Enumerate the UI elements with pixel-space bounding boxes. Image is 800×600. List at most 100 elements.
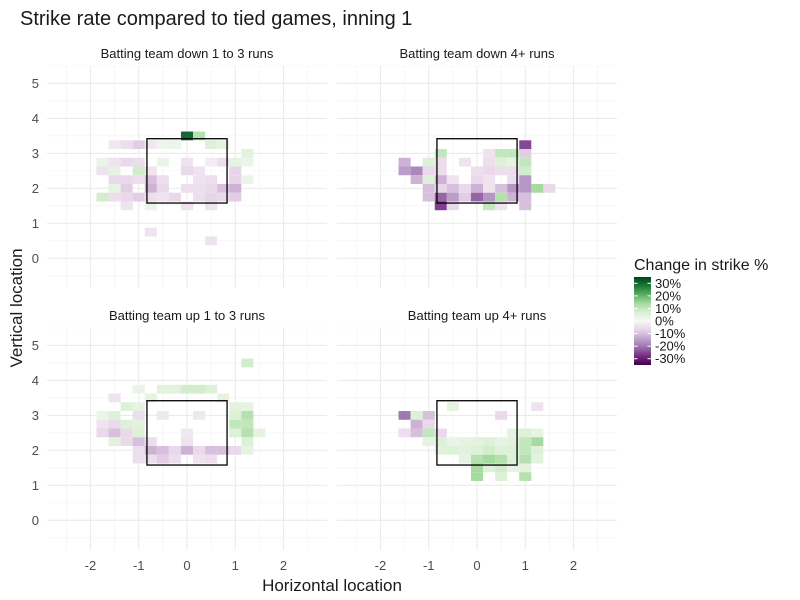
- heatmap-cell: [519, 166, 532, 176]
- heatmap-cell: [519, 428, 532, 438]
- heatmap-cell: [507, 149, 520, 158]
- heatmap-cell: [217, 445, 230, 455]
- heatmap-cell: [180, 166, 194, 176]
- legend-colorbar: [634, 277, 651, 365]
- heatmap-cell: [132, 445, 145, 455]
- heatmap-cell: [446, 437, 459, 446]
- heatmap-cell: [229, 183, 242, 193]
- heatmap-cell: [132, 437, 145, 446]
- heatmap-cell: [241, 445, 254, 455]
- heatmap-cell: [180, 131, 194, 141]
- heatmap-cell: [241, 175, 254, 184]
- heatmap-cell: [108, 192, 121, 202]
- heatmap-cell: [470, 463, 484, 473]
- heatmap-cell: [108, 157, 121, 167]
- heatmap-cell: [229, 166, 242, 176]
- legend-label: 30%: [655, 276, 681, 291]
- heatmap-cell: [446, 175, 459, 184]
- heatmap-cell: [531, 445, 544, 455]
- heatmap-cell: [229, 175, 242, 184]
- heatmap-cell: [422, 175, 435, 184]
- y-axis-title: Vertical location: [7, 248, 26, 367]
- heatmap-cell: [229, 411, 242, 420]
- heatmap-cell: [168, 192, 181, 202]
- heatmap-cell: [144, 393, 157, 403]
- heatmap-cell: [519, 157, 532, 167]
- heatmap-cell: [398, 428, 411, 438]
- heatmap-cell: [132, 428, 145, 438]
- y-tick-label: 5: [32, 76, 39, 91]
- heatmap-cell: [495, 463, 508, 473]
- heatmap-cell: [398, 411, 411, 420]
- heatmap-cell: [483, 166, 496, 176]
- heatmap-cell: [422, 157, 435, 167]
- facet-title: Batting team down 4+ runs: [399, 46, 555, 61]
- heatmap-cell: [410, 175, 423, 184]
- heatmap-cell: [507, 166, 520, 176]
- heatmap-cell: [205, 201, 218, 211]
- heatmap-cell: [229, 445, 242, 455]
- heatmap-cell: [507, 463, 520, 473]
- heatmap-cell: [168, 445, 181, 455]
- heatmap-cell: [531, 454, 544, 464]
- heatmap-cell: [458, 445, 471, 455]
- gridlines: [47, 65, 327, 288]
- legend-label: 10%: [655, 301, 681, 316]
- heatmap-cell: [458, 157, 471, 167]
- heatmap-cell: [205, 236, 218, 246]
- heatmap-cell: [180, 201, 194, 211]
- heatmap-cell: [495, 157, 508, 167]
- facet-panels: Batting team down 1 to 3 runs012345Batti…: [32, 46, 617, 573]
- facet-panel-3: Batting team up 1 to 3 runs 0 1 2 3 4 5 -2 -1 0 1 2: [32, 308, 327, 573]
- x-tick-label: 2: [570, 558, 577, 573]
- y-tick-label: 1: [32, 216, 39, 231]
- heatmap-cell: [470, 437, 484, 446]
- heatmap-cell: [180, 157, 194, 167]
- heatmap-cell: [120, 201, 133, 211]
- heatmap-cell: [96, 428, 109, 438]
- y-tick-label: 4: [32, 111, 39, 126]
- heatmap-cell: [229, 419, 242, 429]
- heatmap-cell: [458, 183, 471, 193]
- heatmap-cell: [495, 166, 508, 176]
- heatmap-cell: [108, 411, 121, 420]
- heatmap-cell: [229, 192, 242, 202]
- heatmap-cell: [434, 201, 447, 211]
- heatmap-cell: [507, 445, 520, 455]
- heatmap-cell: [446, 192, 459, 202]
- heatmap-cell: [96, 192, 109, 202]
- heatmap-cell: [519, 175, 532, 184]
- heatmap-cell: [144, 183, 157, 193]
- heatmap-cell: [144, 192, 157, 202]
- heatmap-cell: [422, 192, 435, 202]
- heatmap-cell: [253, 428, 266, 438]
- x-tick-label: 0: [473, 558, 480, 573]
- facet-title: Batting team up 4+ runs: [408, 308, 547, 323]
- x-tick-label: 2: [280, 558, 287, 573]
- facet-title: Batting team up 1 to 3 runs: [109, 308, 266, 323]
- y-tick-label: 2: [32, 181, 39, 196]
- heatmap-cell: [156, 183, 169, 193]
- heatmap-cells: [398, 402, 544, 481]
- heatmap-cell: [108, 393, 121, 403]
- heatmap-cell: [120, 419, 133, 429]
- heatmap-cell: [507, 192, 520, 202]
- chart-title: Strike rate compared to tied games, inni…: [20, 8, 412, 30]
- heatmap-cell: [120, 175, 133, 184]
- heatmap-cell: [193, 445, 206, 455]
- legend-label: -10%: [655, 326, 686, 341]
- heatmap-cell: [156, 445, 169, 455]
- heatmap-cell: [156, 411, 169, 420]
- y-tick-label: 4: [32, 373, 39, 388]
- heatmap-cell: [398, 157, 411, 167]
- heatmap-cell: [144, 140, 157, 150]
- heatmap-cell: [434, 183, 447, 193]
- x-tick-label: -1: [133, 558, 145, 573]
- heatmap-cell: [434, 192, 447, 202]
- heatmap-cells: [96, 131, 254, 246]
- heatmap-cell: [495, 472, 508, 481]
- facet-panel-2: Batting team down 4+ runs: [337, 46, 617, 288]
- heatmap-cell: [422, 411, 435, 420]
- heatmap-cell: [205, 140, 218, 150]
